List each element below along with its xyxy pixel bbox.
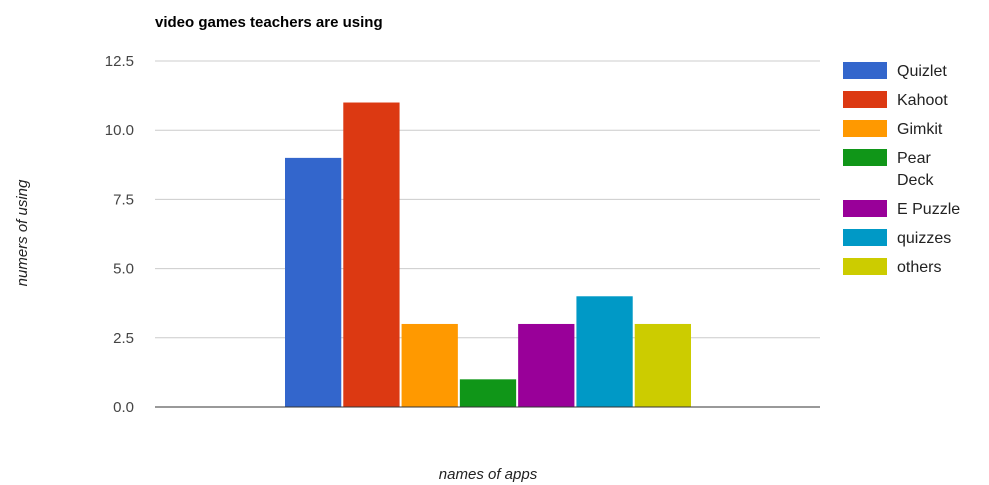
legend-swatch (843, 229, 887, 246)
legend-swatch (843, 91, 887, 108)
y-axis-label: numers of using (14, 179, 31, 286)
bar-quizlet (285, 157, 342, 407)
bar-e-puzzle (518, 323, 575, 407)
legend-swatch (843, 62, 887, 79)
legend-label: quizzes (897, 230, 951, 247)
legend-swatch (843, 120, 887, 137)
bar-pear-deck (459, 379, 517, 407)
gridlines (155, 60, 820, 339)
legend-item: Pear Deck (843, 149, 934, 189)
legend-swatch (843, 258, 887, 275)
bar-others (634, 323, 691, 407)
legend-item: E Puzzle (843, 200, 960, 218)
legend-item: quizzes (843, 229, 951, 247)
legend-label: Pear Deck (897, 150, 934, 189)
bar-quizzes (576, 296, 633, 407)
legend-label: Gimkit (897, 121, 943, 138)
legend-swatch (843, 200, 887, 217)
y-tick-label: 2.5 (113, 330, 134, 347)
legend-label: E Puzzle (897, 201, 960, 218)
y-tick-label: 5.0 (113, 261, 134, 278)
legend-item: Quizlet (843, 62, 947, 80)
legend-item: others (843, 258, 941, 276)
y-tick-label: 7.5 (113, 191, 134, 208)
legend-label: Quizlet (897, 63, 947, 80)
x-axis-label: names of apps (439, 466, 538, 483)
legend: Quizlet Kahoot Gimkit Pear Deck E Puzzle quizz… (843, 62, 960, 276)
legend-item: Kahoot (843, 91, 948, 109)
legend-label: Kahoot (897, 92, 948, 109)
bars (285, 102, 691, 408)
bar-gimkit (401, 323, 458, 407)
y-axis-ticks: 0.0 2.5 5.0 7.5 10.0 12.5 (105, 53, 134, 416)
legend-item: Gimkit (843, 120, 943, 138)
legend-swatch (843, 149, 887, 166)
y-tick-label: 0.0 (113, 399, 134, 416)
legend-label: others (897, 259, 941, 276)
chart-title: video games teachers are using (155, 14, 383, 31)
y-tick-label: 10.0 (105, 122, 134, 139)
y-tick-label: 12.5 (105, 53, 134, 70)
bar-kahoot (343, 102, 400, 408)
